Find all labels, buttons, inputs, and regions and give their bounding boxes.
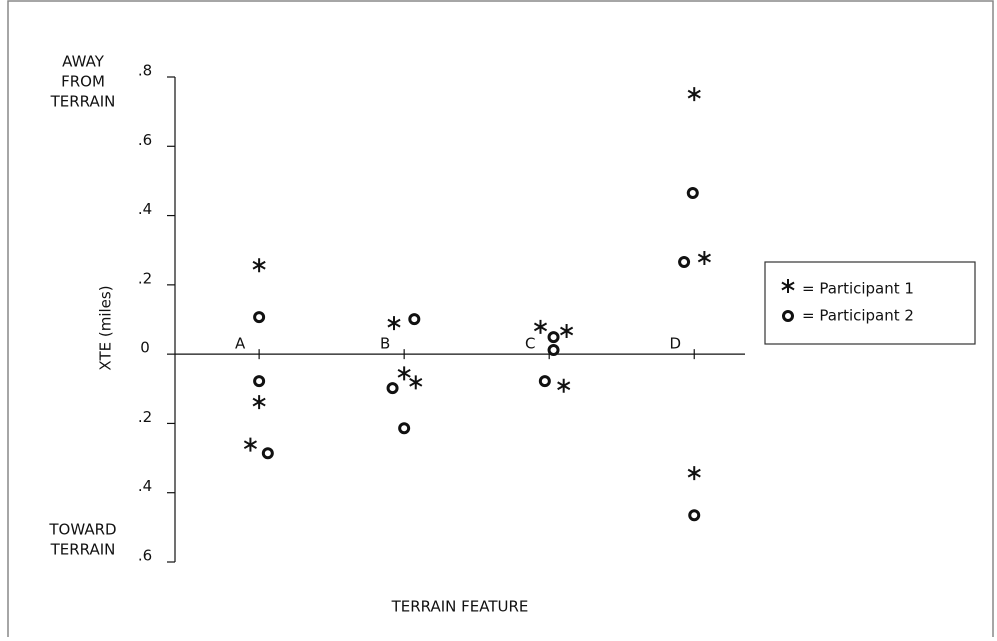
point bbox=[697, 250, 711, 265]
x-axis-label: TERRAIN FEATURE bbox=[391, 598, 529, 616]
frame bbox=[7, 0, 994, 637]
point bbox=[252, 258, 266, 273]
x-tick-label: D bbox=[669, 335, 681, 353]
point bbox=[547, 331, 560, 344]
legend-label: = Participant 1 bbox=[802, 280, 914, 298]
point bbox=[261, 447, 274, 460]
point bbox=[560, 324, 574, 339]
annotation: TERRAIN bbox=[50, 541, 116, 559]
point bbox=[409, 375, 423, 390]
y-tick-label: .4 bbox=[138, 477, 152, 495]
y-tick-label: .6 bbox=[138, 547, 152, 565]
point bbox=[538, 375, 551, 388]
y-axis-label: XTE (miles) bbox=[97, 285, 115, 370]
point bbox=[408, 313, 421, 326]
point bbox=[678, 255, 691, 268]
point bbox=[688, 509, 701, 522]
point bbox=[533, 319, 548, 334]
point bbox=[386, 382, 399, 395]
x-tick-label: C bbox=[525, 335, 535, 353]
y-tick-label: .4 bbox=[138, 200, 152, 218]
legend-box bbox=[764, 261, 976, 345]
annotation: TOWARD bbox=[48, 521, 116, 539]
point bbox=[243, 437, 257, 452]
y-tick-label: 0 bbox=[140, 339, 150, 357]
annotation: TERRAIN bbox=[50, 93, 116, 111]
y-tick-label: .6 bbox=[138, 131, 152, 149]
x-tick-label: A bbox=[235, 335, 246, 353]
y-tick-label: .2 bbox=[138, 408, 152, 426]
legend-marker bbox=[781, 279, 795, 293]
point bbox=[687, 87, 701, 102]
point bbox=[253, 375, 266, 388]
point bbox=[387, 316, 401, 331]
y-tick-label: .2 bbox=[138, 269, 152, 287]
point bbox=[686, 187, 699, 200]
point bbox=[547, 343, 560, 356]
annotation: AWAY bbox=[62, 53, 105, 71]
point bbox=[687, 466, 701, 481]
annotation: FROM bbox=[61, 73, 105, 91]
point bbox=[398, 422, 411, 435]
x-tick-label: B bbox=[380, 335, 390, 353]
point bbox=[253, 311, 266, 324]
legend-marker bbox=[782, 310, 794, 322]
y-tick-label: .8 bbox=[138, 62, 152, 80]
legend-label: = Participant 2 bbox=[802, 307, 914, 325]
point bbox=[557, 378, 571, 393]
point bbox=[252, 395, 266, 410]
point bbox=[397, 366, 411, 381]
